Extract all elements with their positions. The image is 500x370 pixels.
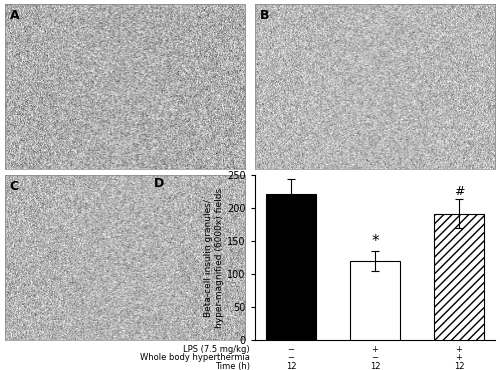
Text: 12: 12	[370, 362, 380, 370]
Text: 12: 12	[286, 362, 296, 370]
Text: D: D	[154, 177, 164, 190]
Text: A: A	[10, 9, 20, 22]
Text: Time (h): Time (h)	[215, 362, 250, 370]
Text: +: +	[372, 345, 378, 354]
Text: LPS (7.5 mg/kg): LPS (7.5 mg/kg)	[183, 345, 250, 354]
Bar	[350, 261, 400, 340]
Text: #: #	[454, 185, 464, 198]
Text: −: −	[288, 353, 294, 362]
Text: *: *	[371, 234, 378, 249]
Text: B: B	[260, 9, 269, 22]
Text: −: −	[372, 353, 378, 362]
Bar	[266, 194, 316, 340]
Bar	[434, 213, 484, 340]
Text: C: C	[10, 180, 19, 193]
Text: 12: 12	[454, 362, 464, 370]
Text: +: +	[456, 353, 462, 362]
Text: −: −	[288, 345, 294, 354]
Y-axis label: Beta-cell insulin granules/
hyper-magnified (6000x) fields: Beta-cell insulin granules/ hyper-magnif…	[204, 188, 225, 328]
Text: Whole body hyperthermia: Whole body hyperthermia	[140, 353, 250, 362]
Text: +: +	[456, 345, 462, 354]
